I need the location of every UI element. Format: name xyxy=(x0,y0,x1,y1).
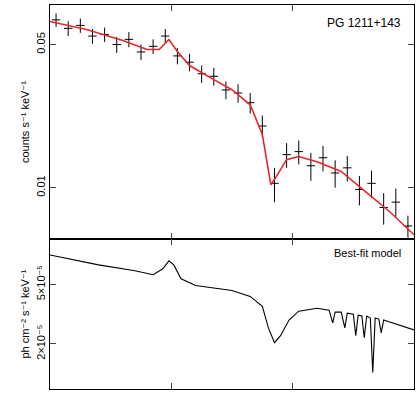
svg-text:PG 1211+143: PG 1211+143 xyxy=(327,16,401,30)
svg-text:ph cm⁻² s⁻¹ keV⁻¹: ph cm⁻² s⁻¹ keV⁻¹ xyxy=(19,269,31,358)
svg-text:0.01: 0.01 xyxy=(35,175,47,196)
svg-text:counts s⁻¹ keV⁻¹: counts s⁻¹ keV⁻¹ xyxy=(19,81,31,163)
svg-text:0.05: 0.05 xyxy=(35,32,47,53)
svg-text:Best-fit model: Best-fit model xyxy=(334,247,401,259)
svg-text:2×10⁻⁵: 2×10⁻⁵ xyxy=(35,325,47,360)
svg-text:5×10⁻⁵: 5×10⁻⁵ xyxy=(35,265,47,300)
